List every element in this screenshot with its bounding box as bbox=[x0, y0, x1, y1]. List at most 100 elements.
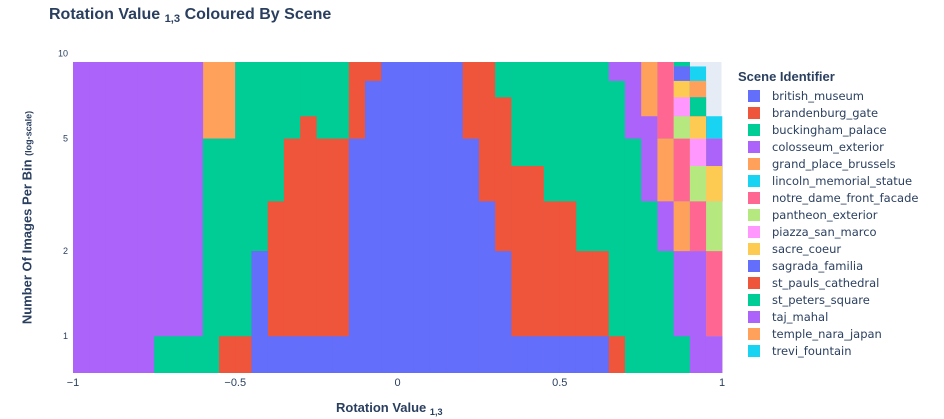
legend-item-colosseum-exterior[interactable]: colosseum_exterior bbox=[748, 138, 938, 155]
legend-item-notre-dame-front-facade[interactable]: notre_dame_front_facade bbox=[748, 189, 938, 206]
legend-swatch bbox=[748, 225, 760, 238]
legend-label: brandenburg_gate bbox=[772, 105, 879, 120]
legend-swatch bbox=[748, 293, 760, 306]
bar-brandenburg-gate bbox=[267, 201, 285, 373]
legend-swatch bbox=[748, 327, 760, 340]
bar-british-museum bbox=[283, 336, 301, 373]
bar-brandenburg-gate bbox=[559, 201, 577, 373]
legend-item-piazza-san-marco[interactable]: piazza_san_marco bbox=[748, 223, 938, 240]
bar-colosseum-exterior bbox=[154, 62, 171, 373]
bar-british-museum bbox=[332, 336, 350, 373]
histogram-bars bbox=[73, 62, 723, 373]
y-tick-label: 2 bbox=[63, 246, 68, 256]
legend-item-sacre-coeur[interactable]: sacre_coeur bbox=[748, 240, 938, 257]
bar-colosseum-exterior bbox=[105, 62, 122, 373]
bar-buckingham-palace bbox=[202, 138, 220, 373]
bar-british-museum bbox=[267, 336, 285, 373]
legend-item-buckingham-palace[interactable]: buckingham_palace bbox=[748, 121, 938, 138]
legend-item-british-museum[interactable]: british_museum bbox=[748, 87, 938, 104]
bar-british-museum bbox=[429, 62, 447, 373]
bar-colosseum-exterior bbox=[89, 62, 106, 373]
legend-swatch bbox=[748, 344, 760, 357]
bar-buckingham-palace bbox=[235, 62, 252, 373]
bar-colosseum-exterior bbox=[73, 62, 90, 373]
legend-swatch bbox=[748, 276, 760, 289]
bar-brandenburg-gate bbox=[219, 336, 236, 373]
bar-british-museum bbox=[446, 62, 463, 373]
bar-brandenburg-gate bbox=[235, 336, 252, 373]
legend-item-brandenburg-gate[interactable]: brandenburg_gate bbox=[748, 104, 938, 121]
legend-item-st-pauls-cathedral[interactable]: st_pauls_cathedral bbox=[748, 274, 938, 291]
bar-british-museum bbox=[559, 336, 577, 373]
bar-buckingham-palace bbox=[608, 80, 625, 373]
x-tick-label: −0.5 bbox=[224, 377, 246, 389]
bar-buckingham-palace bbox=[186, 336, 204, 373]
bar-british-museum bbox=[381, 62, 398, 373]
bar-british-museum bbox=[543, 336, 561, 373]
legend-item-pantheon-exterior[interactable]: pantheon_exterior bbox=[748, 206, 938, 223]
bar-brandenburg-gate bbox=[543, 201, 561, 373]
legend-label: british_museum bbox=[772, 88, 865, 103]
bar-british-museum bbox=[365, 80, 382, 373]
chart-title: Rotation Value 1,3 Coloured By Scene bbox=[49, 6, 332, 25]
legend-item-trevi-fountain[interactable]: trevi_fountain bbox=[748, 342, 938, 359]
legend-item-st-peters-square[interactable]: st_peters_square bbox=[748, 291, 938, 308]
bar-brandenburg-gate bbox=[608, 336, 625, 373]
bar-colosseum-exterior bbox=[689, 251, 707, 373]
y-axis-label: Number Of Images Per Bin (log-scale) bbox=[19, 110, 35, 325]
legend-label: st_peters_square bbox=[772, 292, 870, 307]
y-tick-label: 10 bbox=[58, 49, 68, 59]
legend-label: notre_dame_front_facade bbox=[772, 190, 919, 205]
legend-swatch bbox=[748, 89, 760, 102]
bar-british-museum bbox=[251, 251, 268, 373]
y-axis-ticks: 125102510025 bbox=[58, 49, 68, 342]
bar-british-museum bbox=[511, 336, 528, 373]
bar-buckingham-palace bbox=[657, 251, 674, 373]
bar-british-museum bbox=[592, 336, 609, 373]
bar-brandenburg-gate bbox=[332, 138, 350, 373]
legend-item-grand-place-brussels[interactable]: grand_place_brussels bbox=[748, 155, 938, 172]
bar-british-museum bbox=[527, 336, 544, 373]
y-tick-label: 1 bbox=[63, 331, 68, 341]
legend-swatch bbox=[748, 208, 760, 221]
bar-brandenburg-gate bbox=[527, 166, 544, 373]
legend-item-sagrada-familia[interactable]: sagrada_familia bbox=[748, 257, 938, 274]
bar-buckingham-palace bbox=[640, 201, 658, 373]
legend: Scene Identifier british_museum brandenbu… bbox=[738, 69, 938, 359]
legend-swatch bbox=[748, 157, 760, 170]
bar-buckingham-palace bbox=[219, 138, 236, 373]
bar-british-museum bbox=[575, 336, 593, 373]
legend-swatch bbox=[748, 191, 760, 204]
bar-colosseum-exterior bbox=[186, 62, 204, 373]
legend-label: piazza_san_marco bbox=[772, 224, 877, 239]
legend-item-lincoln-memorial-statue[interactable]: lincoln_memorial_statue bbox=[748, 172, 938, 189]
bar-brandenburg-gate bbox=[283, 138, 301, 373]
legend-label: lincoln_memorial_statue bbox=[772, 173, 913, 188]
x-tick-label: 1 bbox=[719, 377, 725, 389]
bar-brandenburg-gate bbox=[511, 166, 528, 373]
bar-british-museum bbox=[494, 251, 512, 373]
x-tick-label: −1 bbox=[67, 377, 80, 389]
legend-label: temple_nara_japan bbox=[772, 326, 882, 341]
legend-label: pantheon_exterior bbox=[772, 207, 878, 222]
bar-buckingham-palace bbox=[673, 336, 690, 373]
bar-colosseum-exterior bbox=[121, 62, 139, 373]
legend-label: taj_mahal bbox=[772, 309, 829, 324]
legend-label: colosseum_exterior bbox=[772, 139, 884, 154]
legend-swatch bbox=[748, 259, 760, 272]
legend-item-taj-mahal[interactable]: taj_mahal bbox=[748, 308, 938, 325]
legend-title: Scene Identifier bbox=[738, 69, 835, 84]
x-axis-ticks: −1 −0.5 0 0.5 1 bbox=[67, 377, 725, 389]
bar-buckingham-palace bbox=[624, 138, 642, 373]
legend-swatch bbox=[748, 310, 760, 323]
legend-item-temple-nara-japan[interactable]: temple_nara_japan bbox=[748, 325, 938, 342]
legend-swatch bbox=[748, 242, 760, 255]
bar-british-museum bbox=[397, 62, 415, 373]
bar-british-museum bbox=[348, 138, 366, 373]
bar-brandenburg-gate bbox=[300, 116, 317, 373]
bar-colosseum-exterior bbox=[170, 62, 187, 373]
bar-colosseum-exterior bbox=[137, 62, 155, 373]
legend-label: buckingham_palace bbox=[772, 122, 887, 137]
bar-british-museum bbox=[300, 336, 317, 373]
legend-swatch bbox=[748, 123, 760, 136]
